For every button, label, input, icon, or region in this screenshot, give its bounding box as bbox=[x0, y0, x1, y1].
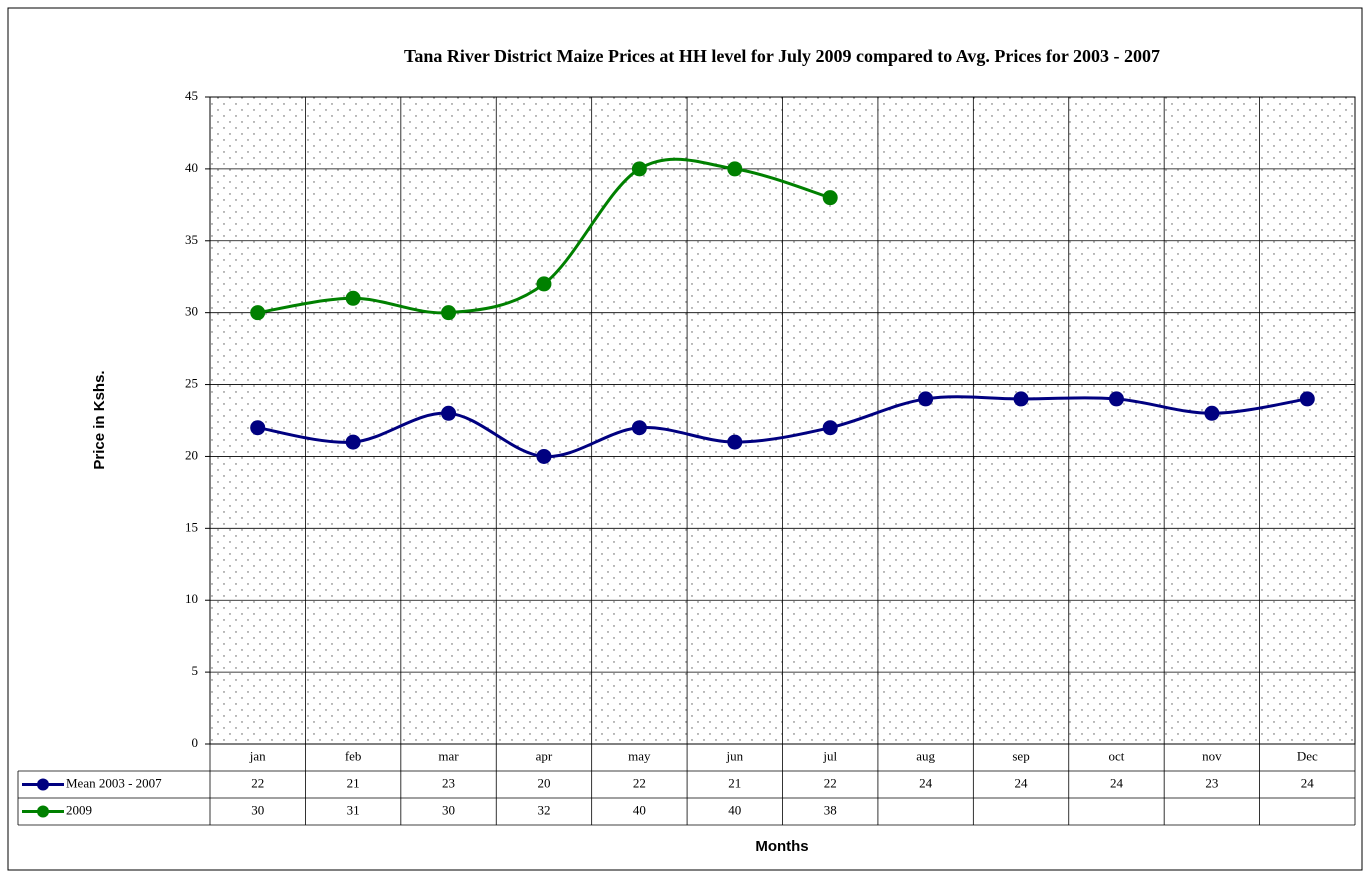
x-tick-label: jul bbox=[822, 748, 837, 763]
table-value: 40 bbox=[633, 802, 646, 817]
legend-marker bbox=[37, 778, 49, 791]
point bbox=[727, 161, 743, 177]
table-value: 24 bbox=[1301, 775, 1315, 790]
point bbox=[822, 420, 838, 436]
legend-label: 2009 bbox=[66, 802, 92, 817]
y-tick-label: 25 bbox=[185, 376, 198, 391]
y-tick-label: 40 bbox=[185, 160, 198, 175]
point bbox=[250, 420, 266, 436]
y-tick-label: 10 bbox=[185, 591, 198, 606]
point bbox=[1299, 391, 1315, 407]
point bbox=[250, 305, 266, 321]
y-tick-label: 45 bbox=[185, 88, 198, 103]
table-value: 32 bbox=[537, 802, 550, 817]
x-tick-label: Dec bbox=[1297, 748, 1318, 763]
table-value: 22 bbox=[824, 775, 837, 790]
table-value: 24 bbox=[1110, 775, 1124, 790]
y-tick-label: 30 bbox=[185, 304, 198, 319]
x-tick-label: jun bbox=[725, 748, 743, 763]
point bbox=[631, 161, 647, 177]
x-tick-label: jan bbox=[249, 748, 266, 763]
table-value: 38 bbox=[824, 802, 837, 817]
point bbox=[1013, 391, 1029, 407]
point bbox=[1204, 405, 1220, 421]
x-tick-label: oct bbox=[1109, 748, 1125, 763]
point bbox=[345, 290, 361, 306]
table-value: 22 bbox=[251, 775, 264, 790]
table-value: 23 bbox=[1205, 775, 1218, 790]
y-tick-label: 20 bbox=[185, 447, 198, 462]
table-value: 22 bbox=[633, 775, 646, 790]
point bbox=[1108, 391, 1124, 407]
y-tick-label: 0 bbox=[192, 735, 199, 750]
point bbox=[727, 434, 743, 450]
chart-title: Tana River District Maize Prices at HH l… bbox=[404, 46, 1160, 66]
table-value: 30 bbox=[251, 802, 264, 817]
point bbox=[918, 391, 934, 407]
x-tick-label: nov bbox=[1202, 748, 1222, 763]
point bbox=[441, 405, 457, 421]
table-value: 21 bbox=[347, 775, 360, 790]
point bbox=[536, 448, 552, 464]
point bbox=[536, 276, 552, 292]
x-tick-label: mar bbox=[438, 748, 459, 763]
point bbox=[345, 434, 361, 450]
table-value: 20 bbox=[537, 775, 550, 790]
table-value: 31 bbox=[347, 802, 360, 817]
legend-marker bbox=[37, 805, 49, 818]
table-value: 24 bbox=[919, 775, 933, 790]
y-axis-label: Price in Kshs. bbox=[91, 370, 108, 469]
x-tick-label: feb bbox=[345, 748, 362, 763]
y-tick-label: 15 bbox=[185, 519, 198, 534]
point bbox=[441, 305, 457, 321]
y-tick-label: 5 bbox=[192, 663, 199, 678]
table-value: 23 bbox=[442, 775, 455, 790]
x-tick-label: apr bbox=[536, 748, 553, 763]
table-value: 21 bbox=[728, 775, 741, 790]
x-tick-label: aug bbox=[916, 748, 935, 763]
x-tick-label: may bbox=[628, 748, 651, 763]
table-value: 24 bbox=[1015, 775, 1029, 790]
legend-label: Mean 2003 - 2007 bbox=[66, 775, 162, 790]
table-value: 40 bbox=[728, 802, 741, 817]
point bbox=[822, 190, 838, 206]
x-axis-label: Months bbox=[755, 838, 808, 855]
x-tick-label: sep bbox=[1012, 748, 1029, 763]
table-value: 30 bbox=[442, 802, 455, 817]
point bbox=[631, 420, 647, 436]
y-tick-label: 35 bbox=[185, 232, 198, 247]
